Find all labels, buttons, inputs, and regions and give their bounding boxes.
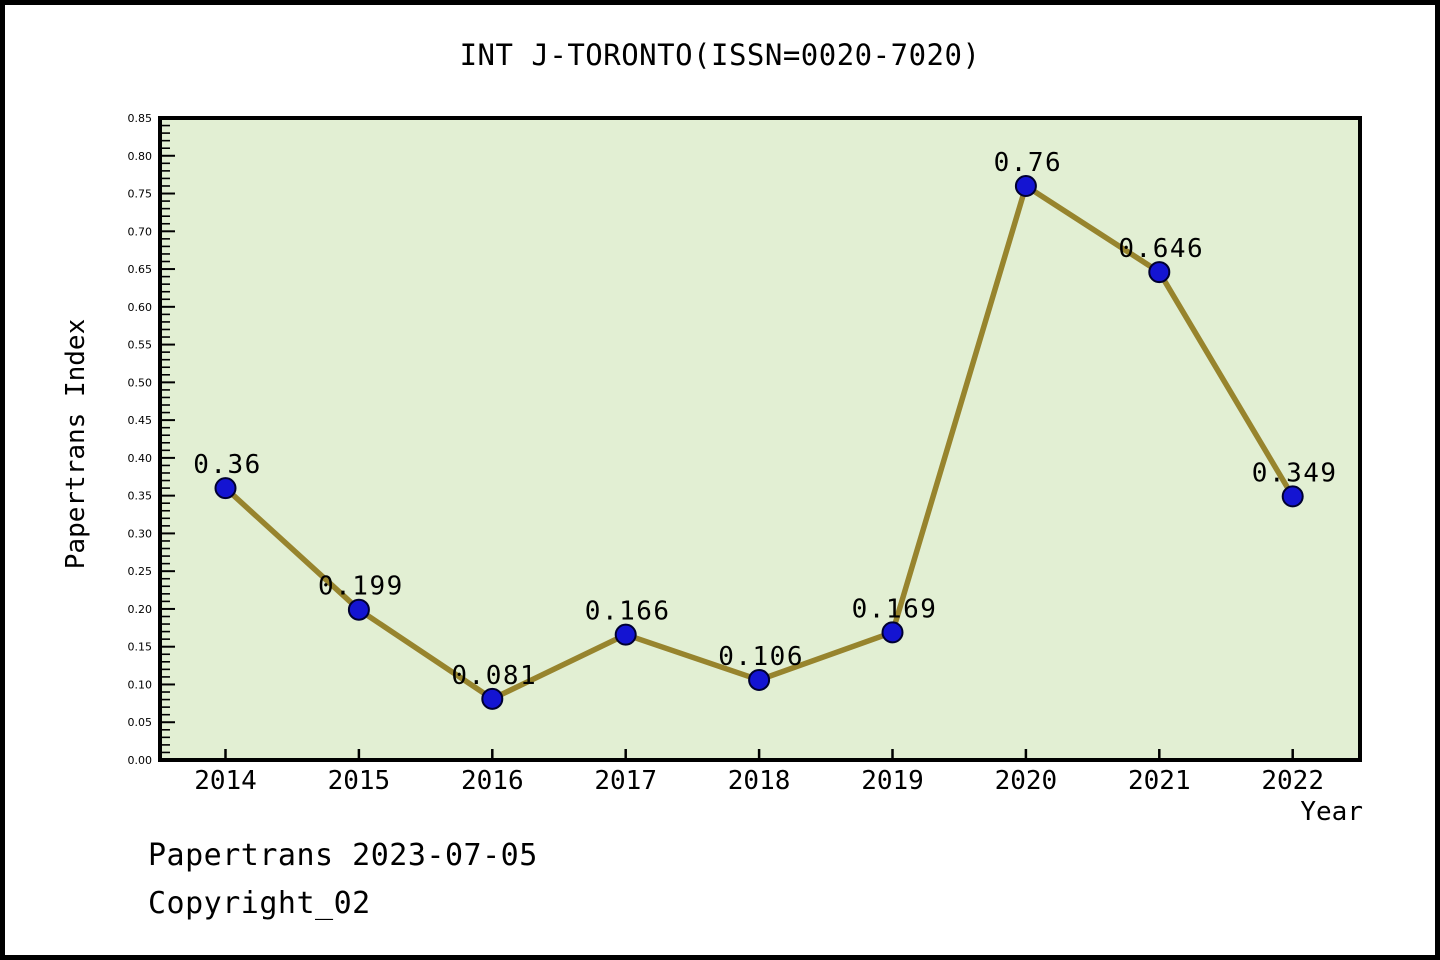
y-tick-label: 0.85 — [128, 112, 153, 125]
x-tick-label: 2022 — [1261, 766, 1324, 796]
y-tick-label: 0.70 — [128, 225, 153, 238]
data-point-label-2018: 0.106 — [718, 642, 804, 672]
x-tick-label: 2016 — [461, 766, 524, 796]
data-point-label-2020: 0.76 — [994, 148, 1063, 178]
y-tick-label: 0.75 — [128, 188, 153, 201]
data-point-label-2016: 0.081 — [451, 661, 537, 691]
data-point-2021 — [1148, 261, 1171, 284]
x-tick-label: 2014 — [194, 766, 257, 796]
x-tick-label: 2021 — [1128, 766, 1191, 796]
y-tick-label: 0.65 — [128, 263, 153, 276]
data-point-2017 — [614, 623, 637, 646]
data-point-label-2021: 0.646 — [1118, 234, 1204, 264]
data-point-label-2017: 0.166 — [585, 597, 671, 627]
y-tick-label: 0.35 — [128, 490, 153, 503]
data-point-label-2015: 0.199 — [318, 572, 404, 602]
data-point-2020 — [1014, 174, 1037, 197]
data-point-label-2022: 0.349 — [1252, 458, 1338, 488]
y-tick-label: 0.50 — [128, 376, 153, 389]
y-tick-label: 0.55 — [128, 339, 153, 352]
data-point-2015 — [347, 598, 370, 621]
y-axis-title: Papertrans Index — [61, 319, 91, 569]
footer-copyright: Copyright_02 — [148, 886, 371, 921]
y-tick-label: 0.05 — [128, 716, 153, 729]
y-tick-label: 0.20 — [128, 603, 153, 616]
y-tick-label: 0.00 — [128, 754, 153, 767]
y-tick-label: 0.40 — [128, 452, 153, 465]
chart-title: INT J-TORONTO(ISSN=0020-7020) — [459, 38, 981, 72]
data-point-2022 — [1281, 485, 1304, 508]
data-point-2019 — [881, 621, 904, 644]
y-tick-label: 0.45 — [128, 414, 153, 427]
footer-source-date: Papertrans 2023-07-05 — [148, 838, 538, 873]
data-point-2016 — [481, 687, 504, 710]
x-tick-label: 2019 — [861, 766, 924, 796]
data-point-2014 — [214, 477, 237, 500]
data-point-label-2019: 0.169 — [852, 594, 938, 624]
x-tick-label: 2020 — [995, 766, 1058, 796]
y-tick-label: 0.10 — [128, 678, 153, 691]
x-tick-label: 2017 — [594, 766, 657, 796]
data-point-2018 — [748, 668, 771, 691]
x-tick-label: 2018 — [728, 766, 791, 796]
x-tick-label: 2015 — [328, 766, 391, 796]
plot-area — [158, 116, 1362, 762]
y-tick-label: 0.80 — [128, 150, 153, 163]
y-tick-label: 0.60 — [128, 301, 153, 314]
data-point-label-2014: 0.36 — [193, 450, 262, 480]
x-axis-title: Year — [1300, 797, 1363, 827]
y-tick-label: 0.15 — [128, 641, 153, 654]
y-tick-label: 0.25 — [128, 565, 153, 578]
y-tick-label: 0.30 — [128, 527, 153, 540]
